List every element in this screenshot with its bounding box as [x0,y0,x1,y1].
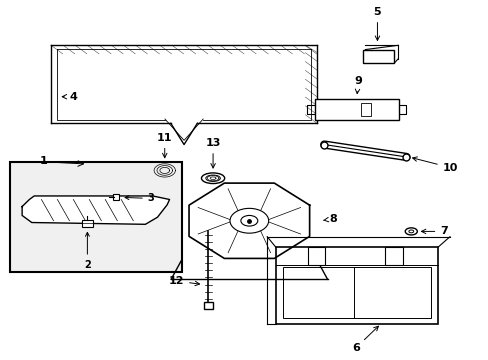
Text: 13: 13 [205,138,220,168]
Polygon shape [189,183,309,258]
Bar [10,162,181,272]
Ellipse shape [241,215,257,226]
Text: 6: 6 [351,326,378,353]
Ellipse shape [408,230,413,233]
Text: 3: 3 [125,193,154,203]
Bar [81,220,93,227]
Bar [314,99,398,120]
Bar [362,50,393,63]
Ellipse shape [405,228,416,235]
Text: 11: 11 [157,133,172,158]
Bar [307,247,325,265]
Text: 8: 8 [323,214,336,224]
Ellipse shape [155,163,174,178]
Text: 1: 1 [40,156,48,166]
Text: 4: 4 [62,92,78,102]
Text: 9: 9 [353,76,361,94]
Bar [385,247,402,265]
Text: 5: 5 [373,7,381,40]
Bar [275,247,437,324]
Polygon shape [22,196,169,224]
Text: 12: 12 [168,276,199,286]
Text: 7: 7 [421,226,447,237]
Text: 10: 10 [412,157,457,172]
Text: 2: 2 [84,233,91,270]
Ellipse shape [201,173,224,184]
Bar [283,267,430,318]
Ellipse shape [229,208,268,233]
Bar [361,103,370,116]
Bar [203,302,212,309]
